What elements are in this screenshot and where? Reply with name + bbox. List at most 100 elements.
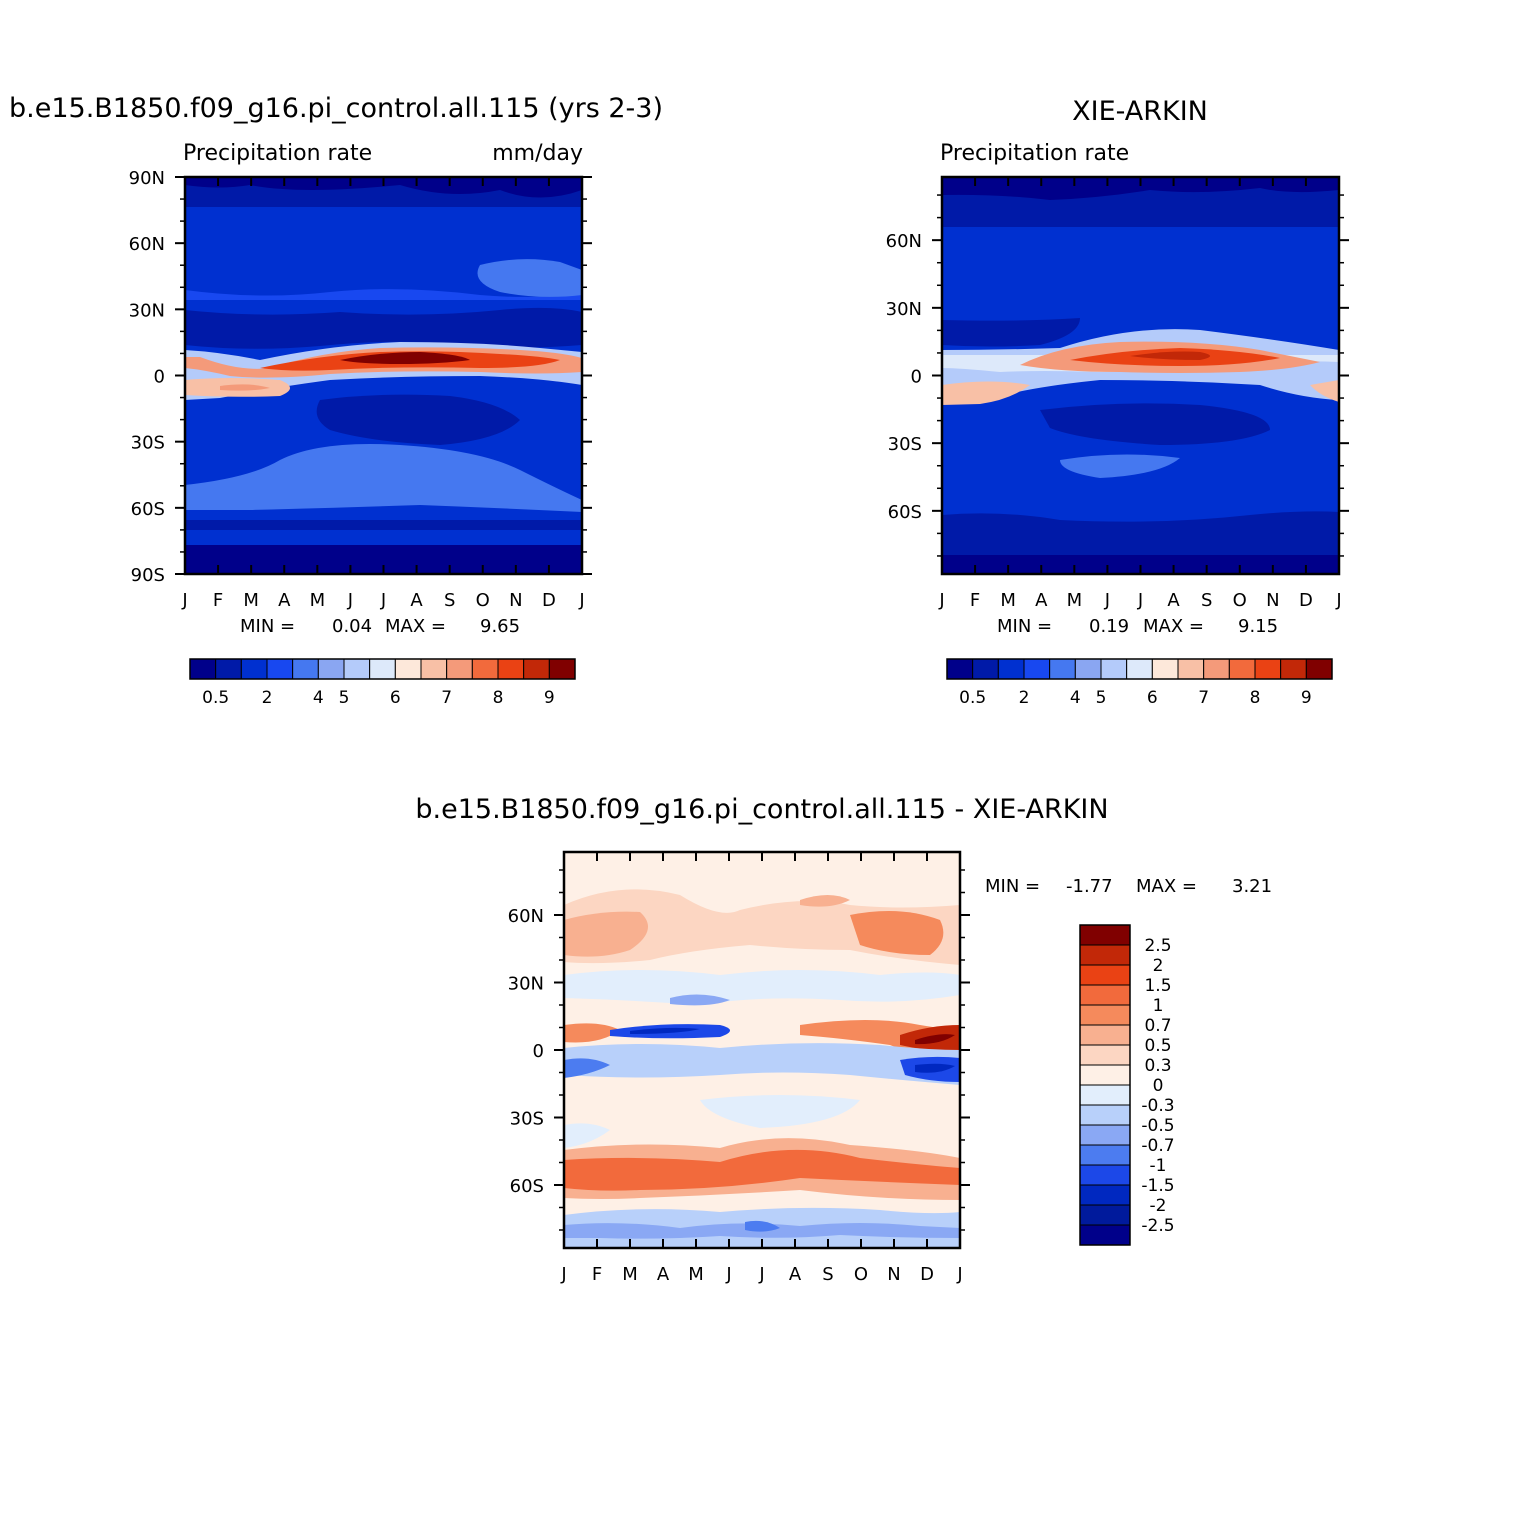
y-tick-label: 90S	[131, 565, 165, 586]
panel-model-max-value: 9.65	[480, 616, 520, 637]
panel-model-units: mm/day	[492, 141, 583, 166]
field-band-spcz	[942, 381, 1030, 405]
panel-diff-y-ticks: 60N 30N 0 30S 60S	[508, 869, 970, 1231]
x-tick-label: N	[1266, 590, 1279, 611]
x-tick-label: O	[1233, 590, 1247, 611]
colorbar-swatch	[1126, 658, 1153, 680]
colorbar-label: 6	[390, 688, 401, 708]
colorbar-swatch	[497, 658, 525, 680]
field-itcz-maximum	[1130, 351, 1210, 360]
colorbar-frame	[946, 658, 1333, 680]
colorbar-swatch	[946, 658, 974, 680]
panel-diff-max-label: MAX =	[1136, 876, 1197, 897]
panel-obs-max-value: 9.15	[1238, 616, 1278, 637]
x-tick-label: J	[347, 590, 353, 611]
panel-diff-min-label: MIN =	[985, 876, 1040, 897]
colorbar-swatch	[292, 658, 319, 680]
x-tick-label: A	[1035, 590, 1048, 611]
colorbar-frame	[1079, 924, 1131, 1246]
panel-model-colorbar: 0.5 2 4 5 6 7 8 9	[189, 658, 576, 708]
x-tick-label: J	[181, 590, 187, 611]
colorbar-label: 2	[262, 688, 273, 708]
y-tick-label: 0	[533, 1041, 544, 1062]
field-band-midlat-north	[185, 289, 582, 300]
field-spcz-core	[220, 384, 270, 391]
y-tick-label: 60N	[508, 906, 544, 927]
field-band-spcz-late	[1310, 380, 1339, 402]
x-tick-label: D	[1299, 590, 1313, 611]
x-tick-label: J	[1335, 590, 1341, 611]
field-band-subtropic-north	[185, 307, 582, 349]
x-tick-label: M	[622, 1264, 638, 1285]
colorbar-swatch	[1254, 658, 1282, 680]
panel-diff-colorbar: 2.521.510.70.50.30-0.3-0.5-0.7-1-1.5-2-2…	[1079, 924, 1175, 1246]
y-tick-label: 60N	[129, 234, 165, 255]
field-band-midlat-north	[564, 889, 960, 965]
colorbar-swatch	[972, 658, 999, 680]
colorbar-label: -1.5	[1141, 1176, 1174, 1196]
colorbar-swatch	[1079, 984, 1131, 1006]
colorbar-swatch	[1305, 658, 1333, 680]
colorbar-label: 0.5	[202, 688, 229, 708]
field-itcz-east-maximum	[915, 1034, 955, 1045]
panel-obs-colorbar: 0.5 2 4 5 6 7 8 9	[946, 658, 1333, 708]
field-band-subtropic-south	[1040, 403, 1270, 445]
colorbar-swatch	[1049, 658, 1076, 680]
x-tick-label: O	[476, 590, 490, 611]
panel-model-y-ticks: 90N 60N 30N 0 30S 60S 90S	[129, 168, 592, 586]
panel-obs-field	[942, 177, 1339, 574]
colorbar-swatch	[266, 658, 294, 680]
colorbar-label: 1.5	[1144, 976, 1171, 996]
colorbar-label: 5	[339, 688, 350, 708]
colorbar-swatch	[1079, 964, 1131, 986]
colorbar-swatch	[1079, 1164, 1131, 1186]
colorbar-swatch	[1079, 1144, 1131, 1166]
x-tick-label: N	[887, 1264, 900, 1285]
x-tick-label: D	[542, 590, 556, 611]
colorbar-swatch	[240, 658, 268, 680]
field-band-south-equator	[564, 1043, 960, 1085]
colorbar-label: 2	[1019, 688, 1030, 708]
colorbar-label: -1	[1150, 1156, 1167, 1176]
x-tick-label: D	[920, 1264, 934, 1285]
y-tick-label: 30N	[508, 974, 544, 995]
colorbar-swatch	[471, 658, 499, 680]
x-tick-label: M	[1067, 590, 1083, 611]
x-tick-label: F	[213, 590, 223, 611]
panel-diff-max-value: 3.21	[1232, 876, 1272, 897]
colorbar-swatch	[215, 658, 242, 680]
panel-model-field	[185, 177, 582, 574]
colorbar-swatch	[1228, 658, 1256, 680]
colorbar-swatch	[1079, 1224, 1131, 1246]
panel-obs-max-label: MAX =	[1143, 616, 1204, 637]
field-patch-itcz-west	[564, 1023, 620, 1043]
y-tick-label: 30N	[129, 300, 165, 321]
y-tick-label: 0	[911, 367, 922, 388]
panel-obs-y-ticks: 60N 30N 0 30S 60S	[886, 194, 1349, 557]
x-tick-label: J	[560, 1264, 566, 1285]
field-patch-equator-west-core	[630, 1027, 700, 1034]
panel-diff-min-value: -1.77	[1066, 876, 1113, 897]
field-band-subpolar-south	[185, 520, 582, 530]
colorbar-swatch	[548, 658, 576, 680]
colorbar-label: -0.7	[1141, 1136, 1174, 1156]
field-band-midlat-south-core	[564, 1149, 960, 1191]
colorbar-label: 0.5	[959, 688, 986, 708]
panel-model-subtitle: Precipitation rate	[183, 141, 372, 166]
y-tick-label: 60S	[888, 502, 922, 523]
colorbar-swatch	[1280, 658, 1307, 680]
colorbar-label: 8	[493, 688, 504, 708]
colorbar-swatch	[997, 658, 1025, 680]
colorbar-swatch	[1100, 658, 1128, 680]
colorbar-swatch	[1079, 1064, 1131, 1086]
colorbar-label: 0.5	[1144, 1036, 1171, 1056]
x-tick-label: S	[822, 1264, 833, 1285]
colorbar-swatch	[1079, 1104, 1131, 1126]
x-tick-label: F	[592, 1264, 602, 1285]
colorbar-swatch	[1079, 944, 1131, 966]
field-patch-north-east	[850, 911, 944, 955]
x-tick-label: S	[444, 590, 455, 611]
